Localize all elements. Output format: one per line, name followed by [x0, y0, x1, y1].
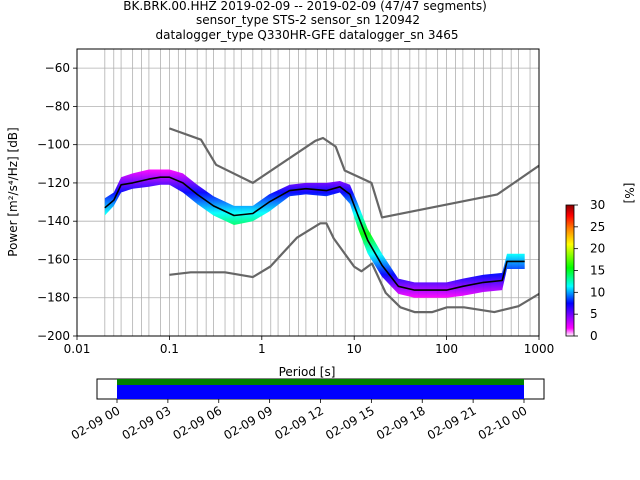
colorbar-tick-label: 10 [590, 285, 605, 299]
psd-median-line [104, 176, 525, 291]
x-tick-label: 1 [258, 342, 266, 356]
colorbar-tick-label: 0 [590, 329, 598, 343]
colorbar-tick-label: 15 [590, 264, 605, 278]
colorbar-tick-label: 25 [590, 220, 605, 234]
psd-plot-area: 0.01 0.1 1 10 100 1000 −60 −80 −100 −120 −140 −160… [6, 48, 555, 379]
y-axis-label: Power [m²/s⁴/Hz] [dB] [6, 127, 20, 256]
timeline-tick-label: 02-09 21 [425, 403, 479, 442]
chart-title-line-3: datalogger_type Q330HR-GFE datalogger_sn… [156, 28, 459, 42]
colorbar-tick-label: 20 [590, 242, 605, 256]
chart-title-line-1: BK.BRK.00.HHZ 2019-02-09 -- 2019-02-09 (… [123, 0, 487, 13]
timeline-tick-label: 02-09 12 [272, 403, 326, 442]
colorbar-ticks: 0 5 10 15 20 25 30 [574, 198, 605, 343]
timeline-tick-label: 02-09 15 [323, 403, 377, 442]
timeline-tick-label: 02-09 06 [171, 403, 225, 442]
chart-title-line-2: sensor_type STS-2 sensor_sn 120942 [196, 13, 420, 27]
colorbar: 0 5 10 15 20 25 30 [%] [565, 183, 636, 343]
y-tick-label: −80 [45, 99, 70, 113]
colorbar-tick-label: 30 [590, 198, 605, 212]
noise-model-high-line [169, 127, 539, 219]
colorbar-label: [%] [622, 183, 636, 204]
timeline-bars [117, 379, 524, 399]
x-axis-label: Period [s] [279, 365, 336, 379]
y-tick-label: −160 [37, 252, 70, 266]
x-tick-label: 1000 [524, 342, 555, 356]
timeline-bar [117, 379, 524, 385]
colorbar-gradient [565, 204, 575, 337]
timeline-bar [117, 385, 524, 399]
plot-frame [76, 48, 540, 337]
colorbar-tick-label: 5 [590, 307, 598, 321]
x-axis-ticks: 0.01 0.1 1 10 100 1000 [64, 336, 555, 356]
y-tick-label: −120 [37, 176, 70, 190]
timeline-tick-label: 02-09 00 [69, 403, 123, 442]
y-axis-ticks: −60 −80 −100 −120 −140 −160 −180 −200 [37, 61, 77, 343]
y-tick-label: −140 [37, 214, 70, 228]
psd-density-band [104, 169, 525, 298]
x-tick-label: 0.01 [64, 342, 91, 356]
timeline-tick-label: 02-09 09 [221, 403, 275, 442]
timeline-tick-label: 02-09 18 [374, 403, 428, 442]
timeline-tick-label: 02-09 03 [120, 403, 174, 442]
x-tick-label: 10 [347, 342, 362, 356]
psd-data [104, 127, 539, 314]
y-tick-label: −100 [37, 138, 70, 152]
y-tick-label: −60 [45, 61, 70, 75]
x-tick-label: 100 [435, 342, 458, 356]
y-tick-label: −180 [37, 291, 70, 305]
y-tick-label: −200 [37, 329, 70, 343]
noise-model-low-line [169, 222, 539, 314]
x-tick-label: 0.1 [160, 342, 179, 356]
timeline-tick-label: 02-10 00 [476, 403, 530, 442]
